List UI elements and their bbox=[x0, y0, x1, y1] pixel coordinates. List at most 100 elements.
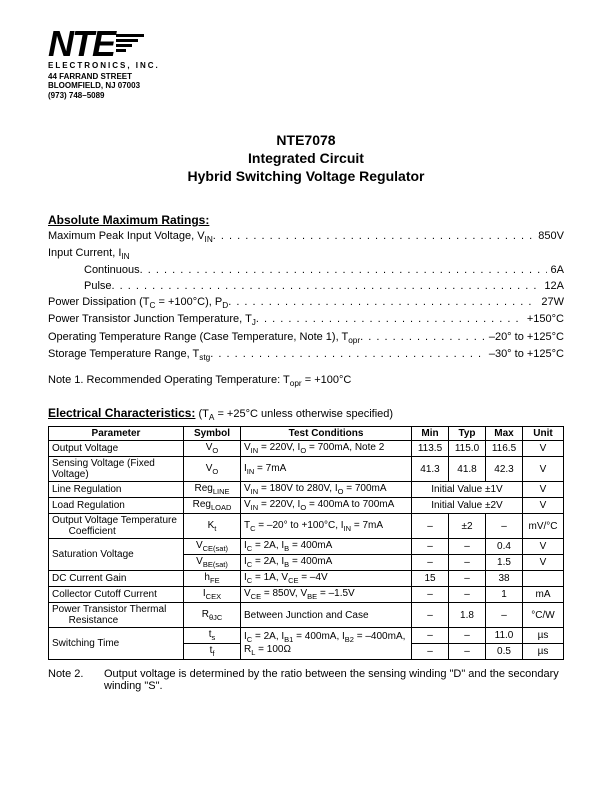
rating-value: 6A bbox=[547, 263, 564, 279]
cell-min: 41.3 bbox=[412, 457, 449, 482]
rating-label: Pulse bbox=[84, 279, 112, 295]
th-min: Min bbox=[412, 427, 449, 441]
rating-label: Power Transistor Junction Temperature, T… bbox=[48, 312, 256, 329]
cell-symbol: VCE(sat) bbox=[184, 539, 241, 555]
logo-block: NTE ELECTRONICS, INC. 44 FARRAND STREET … bbox=[48, 30, 564, 101]
cell-conditions: IC = 2A, IB = 400mA bbox=[241, 539, 412, 555]
cell-conditions: VIN = 220V, IO = 700mA, Note 2 bbox=[241, 441, 412, 457]
cell-max: 42.3 bbox=[486, 457, 523, 482]
rating-line: Pulse 12A bbox=[48, 279, 564, 295]
cell-parameter: DC Current Gain bbox=[49, 571, 184, 587]
addr-phone: (973) 748–5089 bbox=[48, 91, 564, 101]
cell-min: – bbox=[412, 603, 449, 628]
cell-unit: °C/W bbox=[523, 603, 564, 628]
logo-stripes bbox=[116, 34, 144, 54]
logo-text: NTE bbox=[48, 30, 114, 59]
cell-typ: – bbox=[449, 555, 486, 571]
cell-symbol: RegLINE bbox=[184, 482, 241, 498]
cell-unit: µs bbox=[523, 628, 564, 644]
addr-line-2: BLOOMFIELD, NJ 07003 bbox=[48, 81, 564, 91]
cell-max: 1.5 bbox=[486, 555, 523, 571]
rating-value: –30° to +125°C bbox=[485, 347, 564, 364]
cell-max: – bbox=[486, 603, 523, 628]
cell-typ: ±2 bbox=[449, 514, 486, 539]
cell-symbol: RegLOAD bbox=[184, 498, 241, 514]
note1-after: = +100°C bbox=[302, 374, 352, 386]
th-parameter: Parameter bbox=[49, 427, 184, 441]
table-row: Output Voltage Temperature CoefficientKt… bbox=[49, 514, 564, 539]
rating-dots bbox=[210, 347, 485, 364]
cell-unit: V bbox=[523, 441, 564, 457]
title-block: NTE7078 Integrated Circuit Hybrid Switch… bbox=[48, 131, 564, 186]
cell-unit: mA bbox=[523, 587, 564, 603]
cell-min: – bbox=[412, 555, 449, 571]
logo-address: 44 FARRAND STREET BLOOMFIELD, NJ 07003 (… bbox=[48, 72, 564, 101]
cell-conditions: IC = 2A, IB = 400mA bbox=[241, 555, 412, 571]
table-row: Line RegulationRegLINEVIN = 180V to 280V… bbox=[49, 482, 564, 498]
cell-unit: V bbox=[523, 555, 564, 571]
cell-typ: – bbox=[449, 628, 486, 644]
cell-parameter: Collector Cutoff Current bbox=[49, 587, 184, 603]
th-max: Max bbox=[486, 427, 523, 441]
cell-conditions: TC = –20° to +100°C, IIN = 7mA bbox=[241, 514, 412, 539]
elec-cond: (T bbox=[195, 408, 208, 420]
cell-max: 38 bbox=[486, 571, 523, 587]
rating-label: Continuous bbox=[84, 263, 140, 279]
cell-symbol: ts bbox=[184, 628, 241, 644]
cell-max: 116.5 bbox=[486, 441, 523, 457]
note2-text: Output voltage is determined by the rati… bbox=[104, 668, 564, 692]
cell-conditions: IC = 1A, VCE = –4V bbox=[241, 571, 412, 587]
cell-min: – bbox=[412, 644, 449, 660]
cell-conditions: VIN = 220V, IO = 400mA to 700mA bbox=[241, 498, 412, 514]
cell-typ: 1.8 bbox=[449, 603, 486, 628]
rating-value: +150°C bbox=[523, 312, 564, 329]
cell-typ: 115.0 bbox=[449, 441, 486, 457]
note2-label: Note 2. bbox=[48, 668, 104, 692]
ratings-list: Maximum Peak Input Voltage, VIN 850VInpu… bbox=[48, 229, 564, 364]
rating-line: Input Current, IIN bbox=[48, 246, 564, 263]
table-row: Switching TimetsIC = 2A, IB1 = 400mA, IB… bbox=[49, 628, 564, 644]
cell-max: 0.4 bbox=[486, 539, 523, 555]
cell-parameter: Output Voltage Temperature Coefficient bbox=[49, 514, 184, 539]
rating-label: Maximum Peak Input Voltage, VIN bbox=[48, 229, 213, 246]
cell-symbol: VO bbox=[184, 441, 241, 457]
rating-dots bbox=[140, 263, 547, 279]
note-1: Note 1. Recommended Operating Temperatur… bbox=[48, 374, 564, 388]
th-symbol: Symbol bbox=[184, 427, 241, 441]
rating-line: Operating Temperature Range (Case Temper… bbox=[48, 330, 564, 347]
cell-min: – bbox=[412, 587, 449, 603]
elec-heading: Electrical Characteristics: bbox=[48, 406, 195, 420]
logo-subtitle: ELECTRONICS, INC. bbox=[48, 61, 564, 70]
rating-value: –20° to +125°C bbox=[485, 330, 564, 347]
cell-span: Initial Value ±2V bbox=[412, 498, 523, 514]
cell-symbol: hFE bbox=[184, 571, 241, 587]
rating-line: Continuous 6A bbox=[48, 263, 564, 279]
rating-label: Storage Temperature Range, Tstg bbox=[48, 347, 210, 364]
rating-line: Power Transistor Junction Temperature, T… bbox=[48, 312, 564, 329]
cell-symbol: tf bbox=[184, 644, 241, 660]
rating-value: 850V bbox=[534, 229, 564, 246]
th-typ: Typ bbox=[449, 427, 486, 441]
cell-min: – bbox=[412, 628, 449, 644]
cell-parameter: Saturation Voltage bbox=[49, 539, 184, 571]
cell-unit: V bbox=[523, 457, 564, 482]
rating-dots bbox=[256, 312, 523, 329]
title-l3: Hybrid Switching Voltage Regulator bbox=[48, 167, 564, 185]
th-unit: Unit bbox=[523, 427, 564, 441]
cell-symbol: ICEX bbox=[184, 587, 241, 603]
electrical-table: Parameter Symbol Test Conditions Min Typ… bbox=[48, 426, 564, 660]
note1-text: Note 1. Recommended Operating Temperatur… bbox=[48, 374, 290, 386]
cell-typ: 41.8 bbox=[449, 457, 486, 482]
addr-line-1: 44 FARRAND STREET bbox=[48, 72, 564, 82]
cell-conditions: VIN = 180V to 280V, IO = 700mA bbox=[241, 482, 412, 498]
cell-max: – bbox=[486, 514, 523, 539]
cell-parameter: Output Voltage bbox=[49, 441, 184, 457]
cell-symbol: VBE(sat) bbox=[184, 555, 241, 571]
ratings-heading: Absolute Maximum Ratings: bbox=[48, 213, 564, 227]
note1-sub: opr bbox=[290, 379, 302, 388]
cell-unit: mV/°C bbox=[523, 514, 564, 539]
cell-symbol: VO bbox=[184, 457, 241, 482]
cell-unit: µs bbox=[523, 644, 564, 660]
cell-max: 0.5 bbox=[486, 644, 523, 660]
elec-heading-line: Electrical Characteristics: (TA = +25°C … bbox=[48, 406, 564, 422]
